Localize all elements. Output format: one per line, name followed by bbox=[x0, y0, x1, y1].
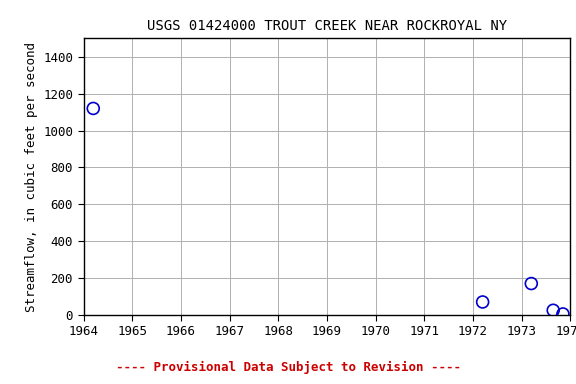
Point bbox=[548, 307, 558, 313]
Y-axis label: Streamflow, in cubic feet per second: Streamflow, in cubic feet per second bbox=[25, 41, 37, 312]
Point bbox=[478, 299, 487, 305]
Point bbox=[526, 280, 536, 286]
Point bbox=[558, 311, 567, 317]
Point bbox=[89, 105, 98, 111]
Title: USGS 01424000 TROUT CREEK NEAR ROCKROYAL NY: USGS 01424000 TROUT CREEK NEAR ROCKROYAL… bbox=[147, 19, 507, 33]
Text: ---- Provisional Data Subject to Revision ----: ---- Provisional Data Subject to Revisio… bbox=[116, 361, 460, 374]
